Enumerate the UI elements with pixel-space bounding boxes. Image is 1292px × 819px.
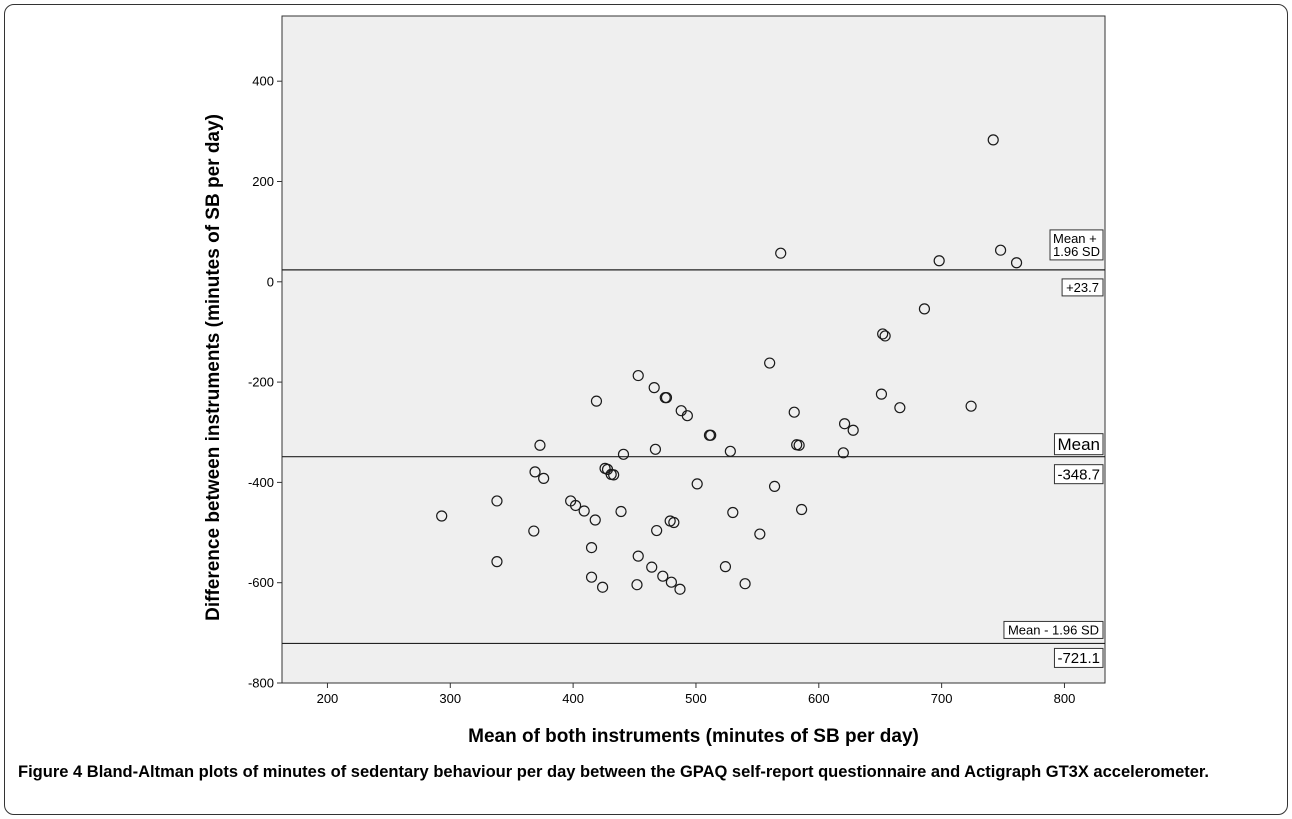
upper-limit-value: +23.7	[1061, 278, 1104, 297]
data-point	[597, 581, 609, 593]
y-tick-label: 400	[252, 74, 274, 89]
data-point	[649, 443, 662, 455]
data-point	[933, 255, 945, 267]
data-point	[631, 579, 643, 591]
x-tick-label: 800	[1054, 691, 1076, 706]
upper-limit-label-box	[1049, 229, 1104, 261]
data-point	[528, 525, 540, 537]
figure-frame: -800 -600 -400 -200 0 200 400 200 300 400 500 600 70…	[4, 4, 1288, 815]
data-point	[632, 550, 644, 562]
data-point	[578, 505, 590, 517]
data-point	[987, 134, 999, 146]
data-point	[617, 448, 630, 460]
x-tick-label: 500	[685, 691, 707, 706]
data-point	[674, 583, 686, 595]
data-point	[705, 429, 717, 441]
data-point	[651, 524, 663, 537]
data-point	[847, 424, 859, 436]
data-point	[788, 406, 800, 418]
lower-limit-label: Mean - 1.96 SD	[1003, 620, 1104, 639]
data-point	[994, 244, 1007, 256]
mean-value-box	[1053, 464, 1104, 485]
data-point	[894, 402, 906, 414]
y-tick-label: 200	[252, 174, 274, 189]
data-point	[646, 561, 658, 573]
data-point	[768, 480, 781, 493]
mean-label-text: Mean	[1057, 435, 1100, 454]
x-tick-label: 200	[317, 691, 339, 706]
lower-limit-value-box	[1053, 647, 1104, 668]
data-point	[529, 466, 541, 478]
data-point	[879, 330, 891, 342]
caption-label: Figure 4	[18, 763, 83, 781]
data-point	[491, 495, 503, 507]
lower-limit-value: -721.1	[1053, 647, 1104, 668]
y-axis-title: Difference between instruments (minutes …	[203, 114, 224, 621]
bland-altman-chart: -800 -600 -400 -200 0 200 400 200 300 400 500 600 70…	[203, 15, 1106, 747]
data-point	[668, 516, 680, 529]
mean-label: Mean	[1053, 433, 1104, 456]
data-point	[648, 382, 660, 394]
plot-area	[281, 15, 1106, 684]
data-point	[795, 503, 808, 516]
data-point	[538, 472, 550, 484]
data-point	[739, 578, 751, 590]
lower-limit-label-box	[1003, 620, 1104, 639]
data-point	[585, 541, 598, 554]
data-point	[724, 445, 736, 457]
figure-caption: Figure 4 Bland-Altman plots of minutes o…	[18, 761, 1280, 784]
data-point	[691, 478, 703, 490]
data-point	[727, 506, 739, 519]
data-point	[657, 570, 669, 582]
upper-limit-label-text: 1.96 SD	[1053, 244, 1100, 259]
y-tick-label: 0	[267, 274, 274, 289]
upper-limit-label: Mean +1.96 SD	[1049, 229, 1104, 261]
data-point	[764, 357, 776, 369]
data-point	[838, 418, 851, 430]
data-point	[918, 303, 931, 315]
data-point	[875, 388, 888, 400]
y-tick-label: -800	[248, 676, 274, 691]
data-point	[436, 510, 448, 522]
data-point	[719, 561, 732, 573]
mean-label-box	[1053, 433, 1104, 456]
y-tick-label: -600	[248, 575, 274, 590]
data-point	[754, 528, 766, 540]
data-point	[491, 556, 503, 568]
data-point	[660, 392, 673, 404]
x-tick-label: 300	[439, 691, 461, 706]
data-point	[965, 400, 977, 412]
lower-limit-label-text: Mean - 1.96 SD	[1008, 622, 1099, 637]
data-point	[665, 576, 677, 588]
data-point	[589, 514, 601, 526]
data-point	[681, 410, 693, 422]
data-point	[608, 469, 620, 481]
upper-limit-value-text: +23.7	[1066, 280, 1099, 295]
data-point	[877, 328, 889, 340]
y-tick-label: -200	[248, 375, 274, 390]
data-point	[793, 439, 805, 451]
data-point	[585, 571, 598, 583]
upper-limit-label-text: Mean +	[1053, 231, 1097, 246]
data-point	[632, 369, 644, 382]
mean-value-text: -348.7	[1057, 466, 1100, 483]
data-point	[534, 439, 546, 451]
data-point	[569, 499, 582, 512]
lower-limit-value-text: -721.1	[1057, 650, 1100, 667]
data-point	[1010, 257, 1023, 269]
x-tick-label: 700	[931, 691, 953, 706]
upper-limit-value-box	[1061, 278, 1104, 297]
data-point	[775, 247, 787, 259]
data-point	[837, 447, 849, 459]
x-axis-title: Mean of both instruments (minutes of SB …	[468, 726, 919, 747]
data-point	[615, 505, 627, 518]
mean-value: -348.7	[1053, 464, 1104, 485]
caption-text: Bland-Altman plots of minutes of sedenta…	[86, 763, 1210, 781]
y-tick-label: -400	[248, 475, 274, 490]
data-point	[590, 395, 603, 407]
x-tick-label: 400	[562, 691, 584, 706]
x-tick-label: 600	[808, 691, 830, 706]
